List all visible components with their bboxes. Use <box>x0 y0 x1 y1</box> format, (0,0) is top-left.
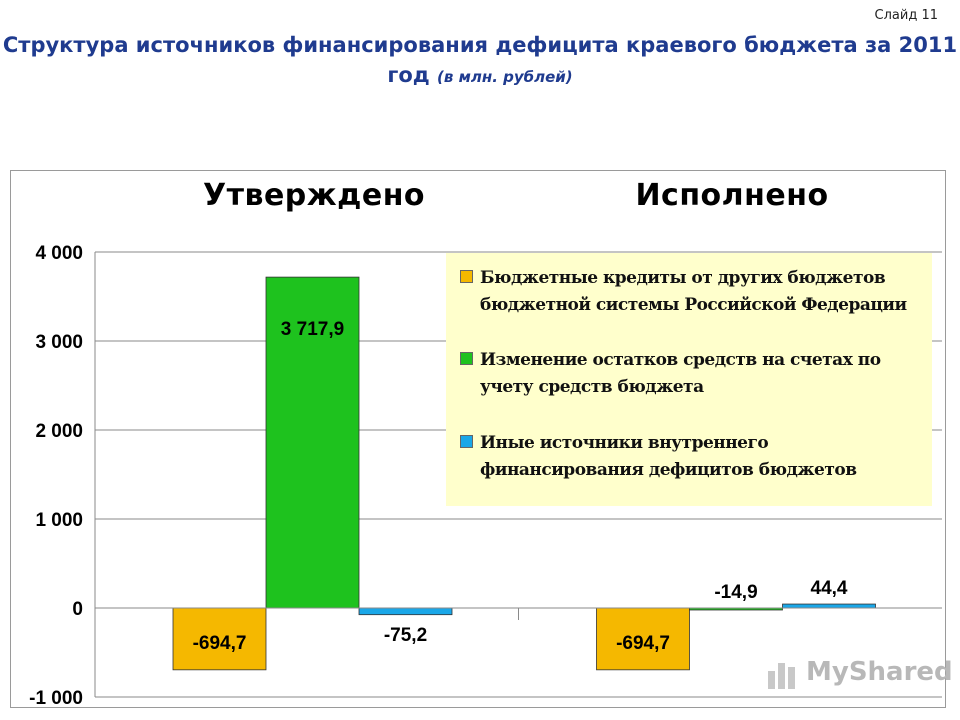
page-title: Структура источников финансирования дефи… <box>0 30 960 92</box>
category-title-executed: Исполнено <box>635 178 829 213</box>
category-title-approved: Утверждено <box>202 178 426 213</box>
y-tick-label: 4 000 <box>35 243 83 264</box>
legend-label-budget-credits: Бюджетные кредиты от других бюджетов бюд… <box>480 268 907 315</box>
data-label: -14,9 <box>714 582 757 603</box>
chart-legend: Бюджетные кредиты от других бюджетов бюд… <box>446 253 932 506</box>
bar-other-sources-approved <box>358 607 453 616</box>
legend-label-balance-change: Изменение остатков средств на счетах по … <box>480 350 881 397</box>
watermark-logo: MyShared <box>766 655 953 695</box>
bar-other-sources-executed <box>782 603 876 609</box>
data-label: 44,4 <box>811 578 848 599</box>
data-label: 3 717,9 <box>281 319 344 340</box>
data-label: -694,7 <box>616 633 670 654</box>
title-main: Структура источников финансирования дефи… <box>2 33 958 87</box>
legend-swatch-balance-change <box>460 352 473 365</box>
data-label: -694,7 <box>193 633 247 654</box>
slide-number: Слайд 11 <box>874 8 938 23</box>
y-tick-label: 1 000 <box>35 510 83 531</box>
y-tick-label: 2 000 <box>35 421 83 442</box>
y-tick-label: -1 000 <box>29 688 83 709</box>
bar-budget-credits-approved <box>172 607 267 671</box>
bar-balance-change-approved <box>265 276 360 609</box>
y-tick-label: 0 <box>72 599 83 620</box>
watermark-text: MyShared <box>806 657 953 687</box>
y-tick-label: 3 000 <box>35 332 83 353</box>
title-unit: (в млн. рублей) <box>437 68 573 86</box>
data-label: -75,2 <box>384 625 427 646</box>
legend-swatch-other-sources <box>460 435 473 448</box>
watermark-icon <box>768 663 795 689</box>
legend-swatch-budget-credits <box>460 270 473 283</box>
legend-label-other-sources: Иные источники внутреннего финансировани… <box>480 433 857 480</box>
bar-budget-credits-executed <box>596 607 690 671</box>
